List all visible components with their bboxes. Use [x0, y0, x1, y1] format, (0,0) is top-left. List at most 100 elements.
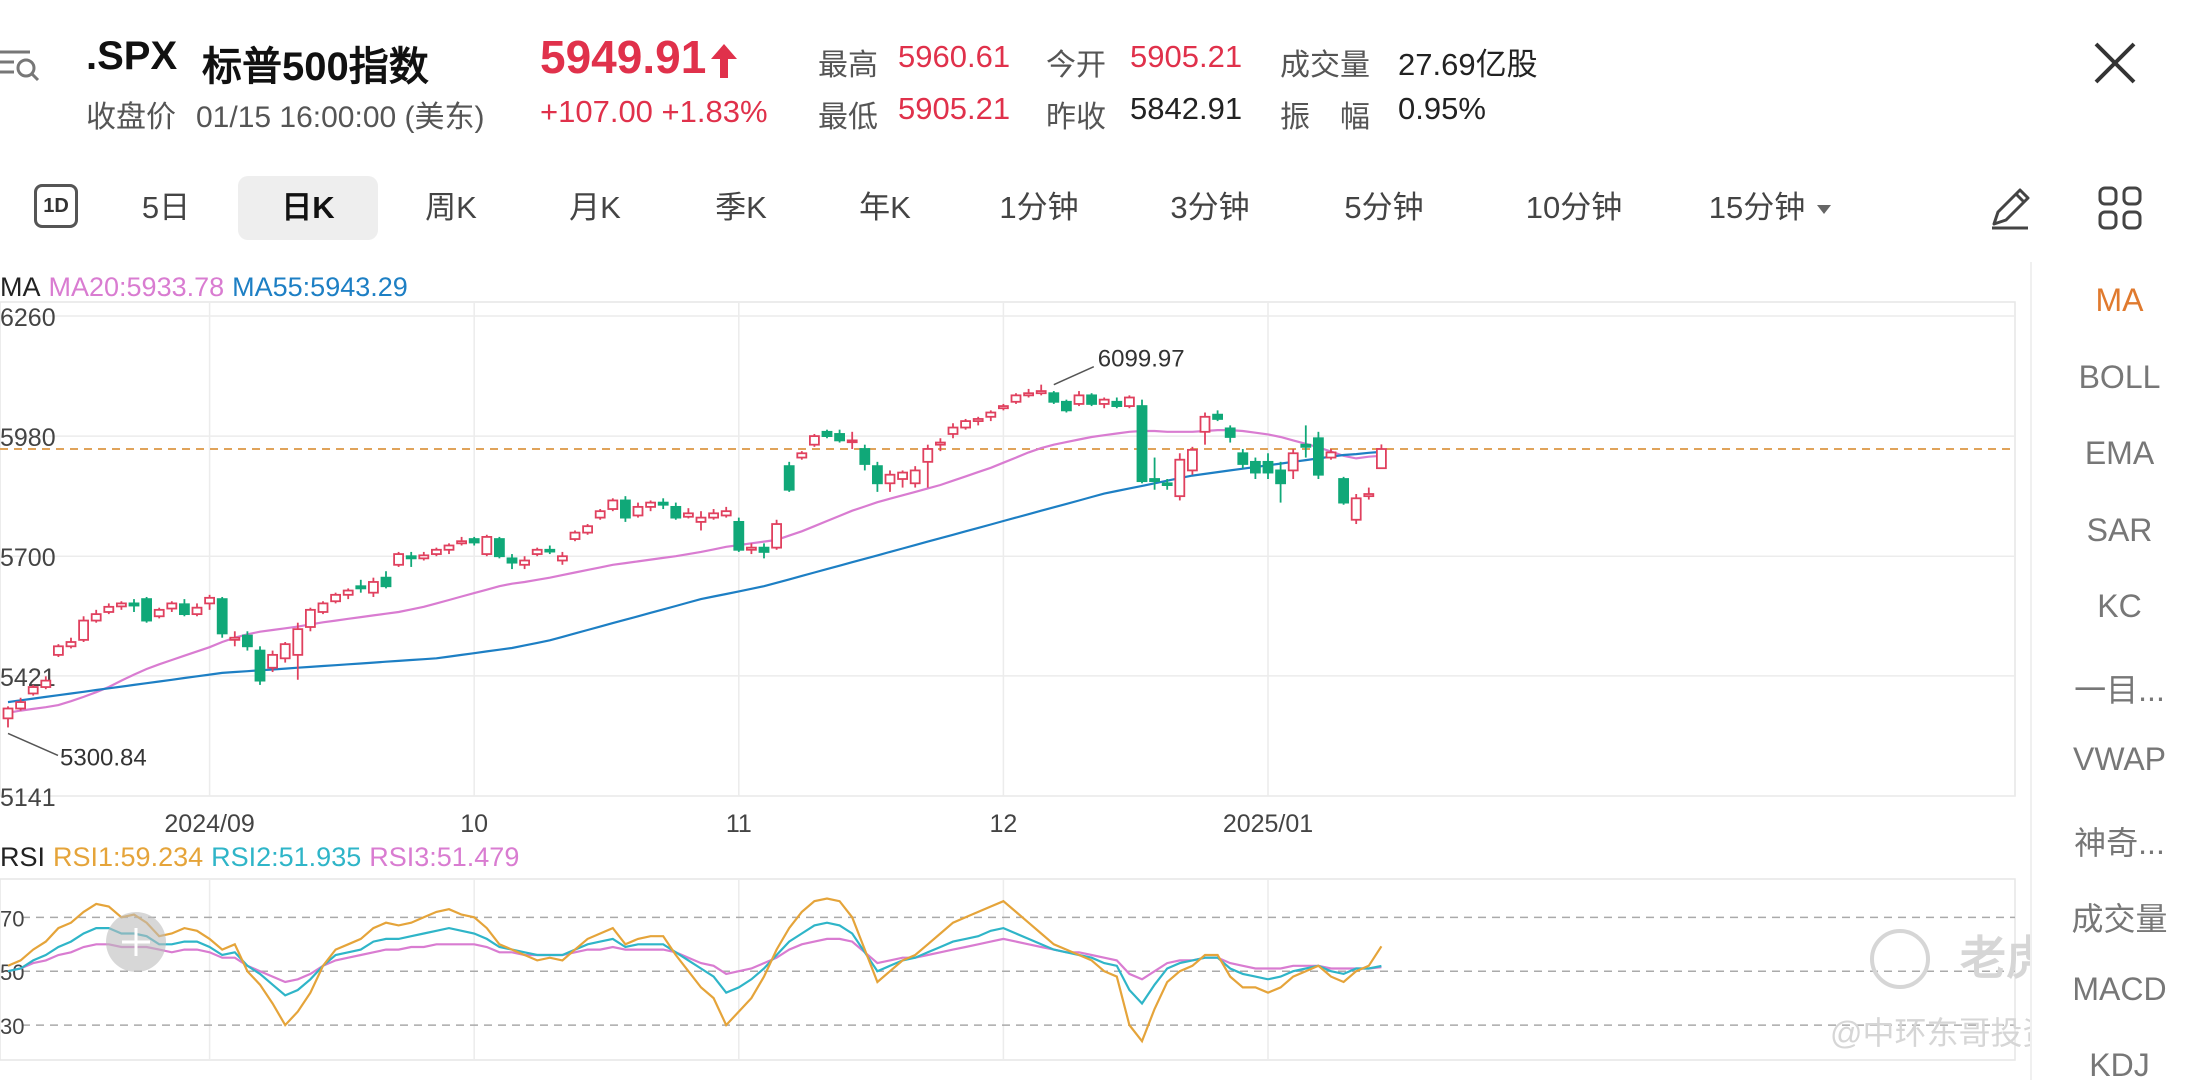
candle-body	[1376, 448, 1387, 470]
period-tab[interactable]: 年K	[820, 176, 950, 240]
period-tab[interactable]: 季K	[676, 176, 806, 240]
close-icon[interactable]	[2090, 38, 2140, 88]
x-tick-label: 2025/01	[1223, 810, 1313, 838]
candle-body	[645, 501, 656, 508]
candle-body	[1161, 482, 1173, 486]
x-tick-label: 12	[989, 810, 1017, 838]
indicator-option[interactable]: 神奇...	[2074, 824, 2165, 861]
candle-body	[809, 435, 820, 446]
intraday-1d-button[interactable]: 1D	[34, 184, 78, 228]
candle-body	[65, 641, 77, 648]
period-tab[interactable]: 5分钟	[1314, 176, 1454, 240]
grid-layout-icon[interactable]	[2092, 180, 2148, 236]
candle-body	[15, 701, 27, 710]
candle-body	[506, 557, 518, 564]
indicator-option[interactable]: 成交量	[2071, 901, 2168, 937]
close-price-label: 收盘价	[86, 101, 176, 134]
indicator-option[interactable]: SAR	[2086, 511, 2153, 548]
indicator-option[interactable]: KC	[2097, 588, 2142, 624]
close-time: 01/15 16:00:00 (美东)	[196, 101, 485, 134]
candle-body	[128, 602, 140, 607]
candle-body	[607, 499, 619, 510]
candle-body	[1275, 469, 1286, 485]
candle-body	[355, 585, 367, 590]
indicator-option[interactable]: EMA	[2084, 435, 2155, 471]
chart-area[interactable]: 6260 5980 5700 5421 5141 2024/09 10 11 12 2025/01…	[0, 262, 2144, 1080]
period-tab[interactable]: 1分钟	[974, 176, 1104, 240]
candle-body	[229, 636, 241, 641]
candle-body	[1363, 493, 1375, 498]
annotation-leader	[7, 732, 59, 757]
quote-value: 5905.21	[898, 91, 1011, 126]
indicator-option[interactable]: MACD	[2072, 970, 2167, 1007]
candle-body	[1136, 405, 1148, 483]
ma-legend-item: MA55:5943.29	[232, 272, 408, 302]
indicator-option[interactable]: VWAP	[2072, 741, 2167, 777]
candle-body	[1250, 460, 1261, 474]
ma-legend: MA MA20:5933.78 MA55:5943.29	[0, 272, 408, 302]
candle-body	[1035, 390, 1047, 395]
candle-body	[758, 546, 770, 553]
rsi-tick-label: 70	[0, 906, 24, 931]
quote-value: 0.95%	[1398, 91, 1486, 126]
indicator-option[interactable]: MA	[2095, 282, 2144, 318]
draw-pencil-icon[interactable]	[1982, 180, 2038, 236]
candle-body	[796, 452, 808, 459]
candle-body	[1086, 394, 1097, 405]
rsi-legend-item: RSI1:59.234	[53, 842, 203, 872]
period-tab[interactable]: 日K	[238, 176, 378, 240]
candle-body	[1287, 452, 1299, 472]
candle-body	[620, 499, 631, 519]
candle-body	[1199, 415, 1211, 433]
x-tick-label: 11	[726, 810, 752, 838]
y-tick-label: 5700	[0, 544, 56, 572]
candle-body	[935, 441, 946, 446]
candle-body	[846, 439, 858, 444]
menu-search-icon[interactable]	[0, 44, 40, 84]
candle-body	[103, 605, 115, 613]
arrow-up-icon	[711, 44, 737, 78]
candle-body	[683, 512, 694, 518]
period-tab[interactable]: 5日	[120, 176, 212, 240]
period-tab[interactable]: 3分钟	[1140, 176, 1280, 240]
candle-body	[342, 589, 354, 596]
candle-body	[834, 433, 845, 442]
period-tab-label: 日K	[281, 190, 335, 225]
quote-value: 5842.91	[1130, 91, 1243, 126]
candle-body	[531, 548, 543, 555]
candle-body	[544, 548, 556, 553]
rsi-legend-item: RSI3:51.479	[369, 842, 519, 872]
candle-body	[166, 602, 178, 610]
candle-body	[821, 430, 833, 438]
candle-body	[90, 613, 102, 622]
indicator-option[interactable]: 一目...	[2074, 671, 2165, 708]
period-tab-label: 月K	[569, 190, 621, 225]
indicator-option[interactable]: BOLL	[2078, 358, 2161, 395]
candle-body	[254, 649, 266, 682]
candle-body	[53, 645, 64, 656]
candle-body	[456, 540, 468, 545]
indicator-option[interactable]: KDJ	[2089, 1047, 2150, 1080]
high-annotation: 6099.97	[1098, 346, 1185, 373]
period-tab[interactable]: 15分钟	[1680, 176, 1860, 240]
candle-body	[771, 523, 782, 549]
price-change: +107.00 +1.83%	[540, 94, 768, 129]
candle-body	[1023, 392, 1034, 397]
candle-body	[1350, 497, 1362, 521]
candle-body	[1325, 451, 1337, 459]
candle-body	[998, 405, 1009, 410]
candle-body	[418, 554, 430, 560]
quote-value: 5905.21	[1130, 39, 1243, 74]
candle-body	[493, 538, 505, 558]
candle-body	[720, 510, 732, 517]
y-tick-label: 5141	[0, 784, 56, 812]
rsi-legend-item: RSI2:51.935	[211, 842, 361, 872]
period-tab[interactable]: 周K	[386, 176, 516, 240]
candle-body	[582, 525, 593, 534]
period-tab[interactable]: 月K	[530, 176, 660, 240]
candle-body	[733, 520, 745, 551]
candle-body	[481, 536, 493, 555]
y-tick-label: 5980	[0, 424, 56, 452]
period-tab[interactable]: 10分钟	[1496, 176, 1652, 240]
